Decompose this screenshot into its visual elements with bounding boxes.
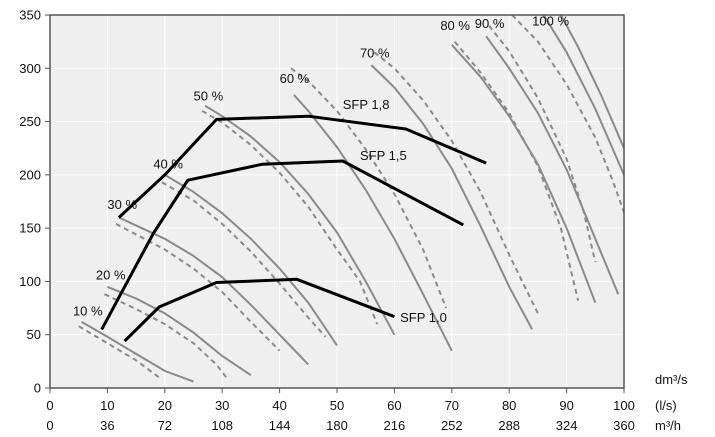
x2-axis-ticks: 0 36 72 108 144 180 216 252 288 324 360 — [46, 418, 634, 433]
x-tick-label: 100 — [613, 398, 635, 413]
fan-curve-solid — [560, 15, 624, 151]
sfp-curve — [117, 114, 487, 219]
fan-curve-dashed — [104, 293, 229, 381]
curve-label: 100 % — [532, 14, 569, 29]
x-tick-label: 50 — [330, 398, 344, 413]
curve-label: 80 % — [440, 18, 470, 33]
x2-tick-label: 288 — [498, 418, 520, 433]
x-tick-label: 60 — [387, 398, 401, 413]
x-tick-label: 80 — [502, 398, 516, 413]
unit-label-dm3s: dm³/s — [655, 372, 688, 387]
fan-curve-solid — [542, 15, 624, 178]
annotations: 10 % 20 % 30 % 40 % 50 % 60 % 70 % 80 % 90 % 100 … — [73, 14, 570, 325]
curve-label: 50 % — [194, 88, 224, 103]
x-unit-labels: dm³/s (l/s) m³/h — [655, 372, 688, 433]
y-tick-label: 250 — [19, 114, 41, 129]
fan-curve-solid — [107, 285, 252, 377]
fan-curve-solid — [118, 216, 310, 366]
curve-label: 90 % — [475, 16, 505, 31]
x2-tick-label: 216 — [384, 418, 406, 433]
curve-label: SFP 1,8 — [343, 97, 390, 112]
fan-curve-dashed — [511, 15, 624, 216]
grid-lines — [50, 15, 624, 388]
fan-curve-dashed — [161, 181, 327, 338]
fan-curve-solid — [164, 174, 338, 346]
x-axis-ticks: 0 10 20 30 40 50 60 70 80 90 100 — [46, 388, 635, 413]
y-tick-label: 50 — [27, 327, 41, 342]
x2-tick-label: 0 — [46, 418, 53, 433]
curve-label: 20 % — [96, 267, 126, 282]
fan-curve-dashed — [488, 25, 597, 263]
y-tick-label: 300 — [19, 61, 41, 76]
y-tick-label: 0 — [34, 381, 41, 396]
y-tick-label: 350 — [19, 8, 41, 23]
curve-label: SFP 1,0 — [400, 310, 447, 325]
x2-tick-label: 108 — [211, 418, 233, 433]
curve-label: 60 % — [280, 71, 310, 86]
y-tick-label: 200 — [19, 167, 41, 182]
x-tick-label: 40 — [272, 398, 286, 413]
unit-label-ls: (l/s) — [655, 398, 677, 413]
fan-curve-solid — [293, 94, 453, 352]
x2-tick-label: 144 — [269, 418, 291, 433]
x2-tick-label: 72 — [158, 418, 172, 433]
x-tick-label: 20 — [158, 398, 172, 413]
curve-label: SFP 1,5 — [360, 148, 407, 163]
fan-curve-solid — [485, 35, 620, 295]
x2-tick-label: 36 — [100, 418, 114, 433]
fan-speed-curves — [78, 15, 624, 383]
fan-curve-dashed — [201, 110, 379, 325]
fan-curve-dashed — [290, 67, 448, 309]
fan-curve-dashed — [78, 325, 163, 381]
x-tick-label: 0 — [46, 398, 53, 413]
x2-tick-label: 252 — [441, 418, 463, 433]
fan-curve-dashed — [115, 223, 281, 352]
x-tick-label: 10 — [100, 398, 114, 413]
sfp-curve — [100, 159, 465, 331]
fan-curve-dashed — [373, 51, 539, 314]
sfp-curve — [123, 277, 395, 343]
fan-curve-dashed — [453, 40, 580, 301]
y-tick-label: 100 — [19, 274, 41, 289]
x-tick-label: 30 — [215, 398, 229, 413]
x2-tick-label: 324 — [556, 418, 578, 433]
x-tick-label: 70 — [445, 398, 459, 413]
curve-label: 70 % — [360, 46, 390, 61]
unit-label-m3h: m³/h — [655, 418, 681, 433]
x2-tick-label: 180 — [326, 418, 348, 433]
curve-label: 30 % — [107, 197, 137, 212]
fan-curve-solid — [81, 321, 194, 383]
curve-label: 10 % — [73, 304, 103, 319]
curve-label: 40 % — [153, 156, 183, 171]
y-tick-label: 150 — [19, 221, 41, 236]
x2-tick-label: 360 — [613, 418, 635, 433]
sfp-curves — [100, 114, 487, 343]
fan-curve-solid — [370, 64, 534, 330]
y-axis-ticks: 0 50 100 150 200 250 300 350 — [19, 8, 50, 396]
x-tick-label: 90 — [559, 398, 573, 413]
